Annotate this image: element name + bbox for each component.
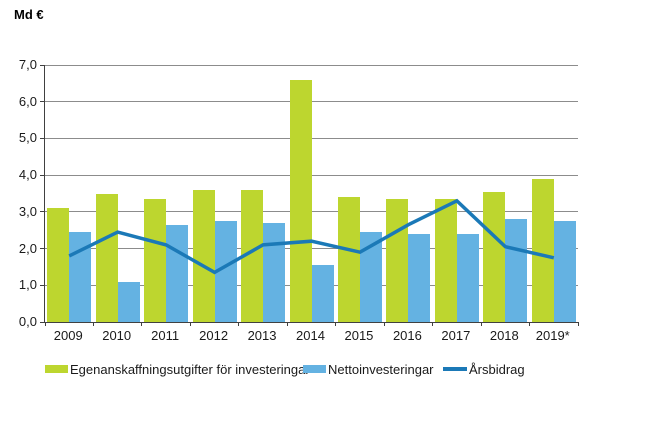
bar xyxy=(241,189,264,322)
bar xyxy=(434,199,457,322)
bar xyxy=(69,232,92,322)
y-axis-tick xyxy=(40,64,45,66)
y-axis-tick xyxy=(40,321,45,323)
y-tick-label: 2,0 xyxy=(18,240,37,256)
x-tick-label: 2018 xyxy=(489,328,519,343)
x-axis-tick xyxy=(141,322,143,326)
grid-line xyxy=(45,137,578,139)
y-axis-unit-label: Md € xyxy=(14,7,44,22)
x-axis-tick xyxy=(238,322,240,326)
legend-swatch-green-bar-icon xyxy=(45,365,68,373)
plot-area xyxy=(40,64,579,326)
y-axis-tick xyxy=(40,248,45,250)
bar xyxy=(337,197,360,322)
grid-line xyxy=(45,174,578,176)
bar xyxy=(483,191,506,322)
x-tick-label: 2017 xyxy=(441,328,471,343)
bar xyxy=(166,224,189,322)
legend-label: Årsbidrag xyxy=(469,361,525,377)
bar xyxy=(505,219,528,322)
x-tick-label: 2015 xyxy=(344,328,374,343)
x-axis-tick xyxy=(577,322,579,326)
bar xyxy=(553,221,576,322)
bar xyxy=(214,221,237,322)
bar xyxy=(95,193,118,322)
x-tick-label: 2009 xyxy=(53,328,83,343)
legend-label: Nettoinvesteringar xyxy=(328,361,434,377)
bar xyxy=(47,208,70,322)
x-axis-tick xyxy=(44,322,46,326)
bar xyxy=(531,178,554,322)
x-tick-label: 2016 xyxy=(392,328,422,343)
y-tick-label: 1,0 xyxy=(18,277,37,293)
bar xyxy=(456,233,479,322)
x-tick-label: 2014 xyxy=(296,328,325,343)
x-axis-tick xyxy=(335,322,337,326)
x-axis-tick xyxy=(432,322,434,326)
y-tick-label: 5,0 xyxy=(18,130,37,146)
y-tick-label: 3,0 xyxy=(18,203,37,219)
legend: Egenanskaffningsutgifter för investering… xyxy=(0,361,668,377)
x-axis-tick xyxy=(286,322,288,326)
bar xyxy=(289,79,312,322)
y-tick-label: 7,0 xyxy=(18,57,37,72)
bar xyxy=(263,222,286,322)
legend-swatch-blue-bar-icon xyxy=(303,365,326,373)
x-axis-tick xyxy=(92,322,94,326)
y-axis-tick xyxy=(40,137,45,139)
y-tick-label: 6,0 xyxy=(18,93,37,109)
legend-item-arsbidrag: Årsbidrag xyxy=(443,361,525,377)
y-axis-tick xyxy=(40,211,45,213)
y-tick-label: 4,0 xyxy=(18,167,37,183)
x-axis-tick xyxy=(189,322,191,326)
x-tick-label: 2010 xyxy=(102,328,132,343)
legend-label: Egenanskaffningsutgifter för investering… xyxy=(70,361,310,377)
x-axis-tick xyxy=(383,322,385,326)
grid-line xyxy=(45,101,578,103)
bar xyxy=(408,233,431,322)
x-axis-tick xyxy=(529,322,531,326)
bar xyxy=(192,189,215,322)
bar xyxy=(117,281,140,322)
x-axis-tick xyxy=(480,322,482,326)
y-axis-tick xyxy=(40,284,45,286)
legend-swatch-line-icon xyxy=(443,367,467,371)
x-tick-label: 2012 xyxy=(199,328,229,343)
legend-item-egenanskaffningsutgifter: Egenanskaffningsutgifter för investering… xyxy=(45,361,310,377)
bar xyxy=(386,199,409,322)
x-tick-label: 2013 xyxy=(247,328,277,343)
legend-item-nettoinvesteringar: Nettoinvesteringar xyxy=(303,361,434,377)
y-axis-tick xyxy=(40,101,45,103)
x-tick-label: 2011 xyxy=(151,328,180,343)
bar xyxy=(359,232,382,322)
grid-line xyxy=(45,64,578,66)
y-axis-tick xyxy=(40,174,45,176)
bar xyxy=(144,199,167,322)
x-tick-label: 2019* xyxy=(535,328,570,343)
y-tick-label: 0,0 xyxy=(18,314,37,329)
bar xyxy=(311,265,334,322)
